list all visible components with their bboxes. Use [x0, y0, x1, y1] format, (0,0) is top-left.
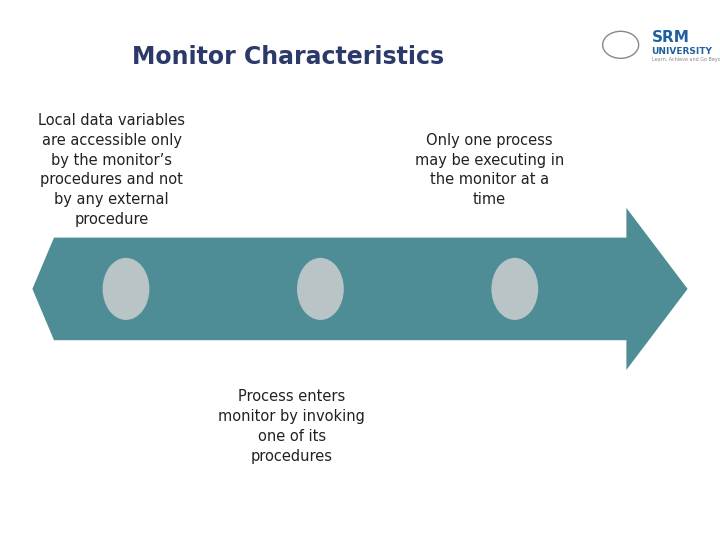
Ellipse shape	[297, 258, 344, 320]
Text: Local data variables
are accessible only
by the monitor’s
procedures and not
by : Local data variables are accessible only…	[38, 113, 185, 227]
Polygon shape	[32, 208, 688, 370]
Text: UNIVERSITY: UNIVERSITY	[652, 47, 713, 56]
Ellipse shape	[491, 258, 538, 320]
Text: Process enters
monitor by invoking
one of its
procedures: Process enters monitor by invoking one o…	[218, 389, 365, 464]
Text: Only one process
may be executing in
the monitor at a
time: Only one process may be executing in the…	[415, 133, 564, 207]
Text: Learn, Achieve and Go Beyond Today: Learn, Achieve and Go Beyond Today	[652, 57, 720, 62]
Text: SRM: SRM	[652, 30, 690, 45]
Ellipse shape	[102, 258, 150, 320]
Text: Monitor Characteristics: Monitor Characteristics	[132, 45, 444, 69]
